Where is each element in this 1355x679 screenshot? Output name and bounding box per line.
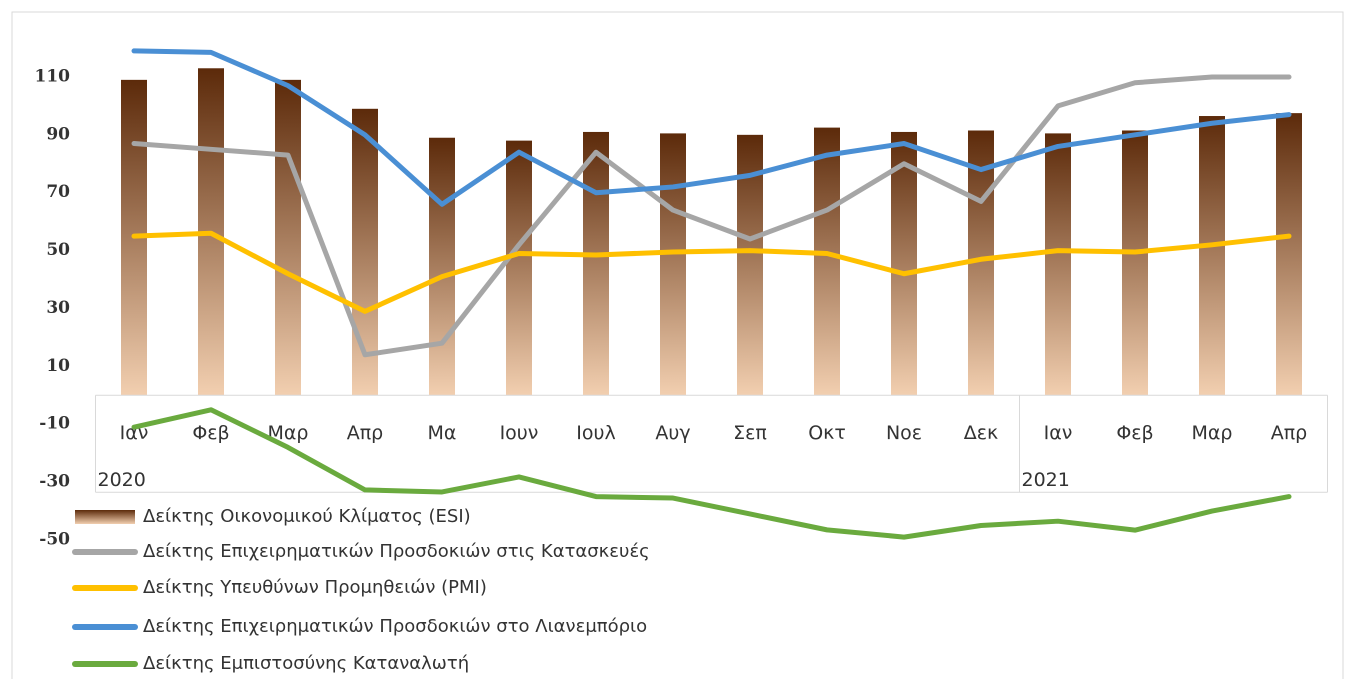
x-tick-label: Ιουν	[500, 422, 539, 444]
x-tick-label: Ιουλ	[576, 422, 615, 444]
line-series	[131, 407, 1292, 540]
y-tick-label: -30	[39, 472, 70, 492]
y-tick-label: 50	[46, 240, 70, 260]
legend-label: Δείκτης Υπευθύνων Προμηθειών (PMI)	[143, 577, 487, 598]
bar	[814, 127, 840, 396]
y-tick-label: 110	[35, 66, 71, 86]
x-tick-label: Φεβ	[1116, 422, 1153, 444]
y-tick-label: 70	[46, 182, 70, 202]
x-tick-label: Απρ	[347, 422, 384, 444]
line-series	[131, 74, 1292, 358]
y-tick-label: -50	[39, 530, 70, 550]
group-label: 2021	[1022, 469, 1070, 491]
legend-swatch	[75, 510, 135, 524]
x-tick-label: Μα	[428, 422, 457, 444]
x-tick-label: Νοε	[886, 422, 922, 444]
x-tick-label: Αυγ	[655, 422, 690, 444]
chart-frame	[11, 11, 1344, 679]
bar	[506, 140, 532, 396]
bar	[891, 131, 917, 396]
bar	[1045, 133, 1071, 396]
x-tick-label: Οκτ	[808, 422, 846, 444]
line-series	[131, 230, 1292, 314]
x-tick-label: Μαρ	[1192, 422, 1233, 444]
bar	[275, 79, 301, 396]
line-series	[131, 48, 1292, 207]
legend-label: Δείκτης Οικονομικού Κλίματος (ESI)	[143, 506, 471, 527]
y-tick-label: -10	[39, 414, 70, 434]
legend-label: Δείκτης Επιχειρηματικών Προσδοκιών στις …	[143, 541, 650, 562]
legend-label: Δείκτης Εμπιστοσύνης Καταναλωτή	[143, 653, 469, 674]
group-label: 2020	[98, 469, 146, 491]
bar	[1122, 130, 1148, 396]
bar	[1276, 113, 1302, 396]
bar	[352, 108, 378, 396]
x-tick-label: Φεβ	[192, 422, 229, 444]
bar	[429, 137, 455, 396]
x-tick-label: Απρ	[1271, 422, 1308, 444]
y-tick-label: 10	[46, 356, 70, 376]
x-tick-label: Σεπ	[733, 422, 767, 444]
bar	[1199, 116, 1225, 396]
bar	[660, 133, 686, 396]
x-tick-label: Δεκ	[964, 422, 998, 444]
legend-label: Δείκτης Επιχειρηματικών Προσδοκιών στο Λ…	[143, 616, 647, 637]
bar	[583, 131, 609, 396]
y-tick-label: 30	[46, 298, 70, 318]
x-tick-label: Ιαν	[1044, 422, 1073, 444]
x-tick-label: Μαρ	[268, 422, 309, 444]
y-tick-label: 90	[46, 124, 70, 144]
